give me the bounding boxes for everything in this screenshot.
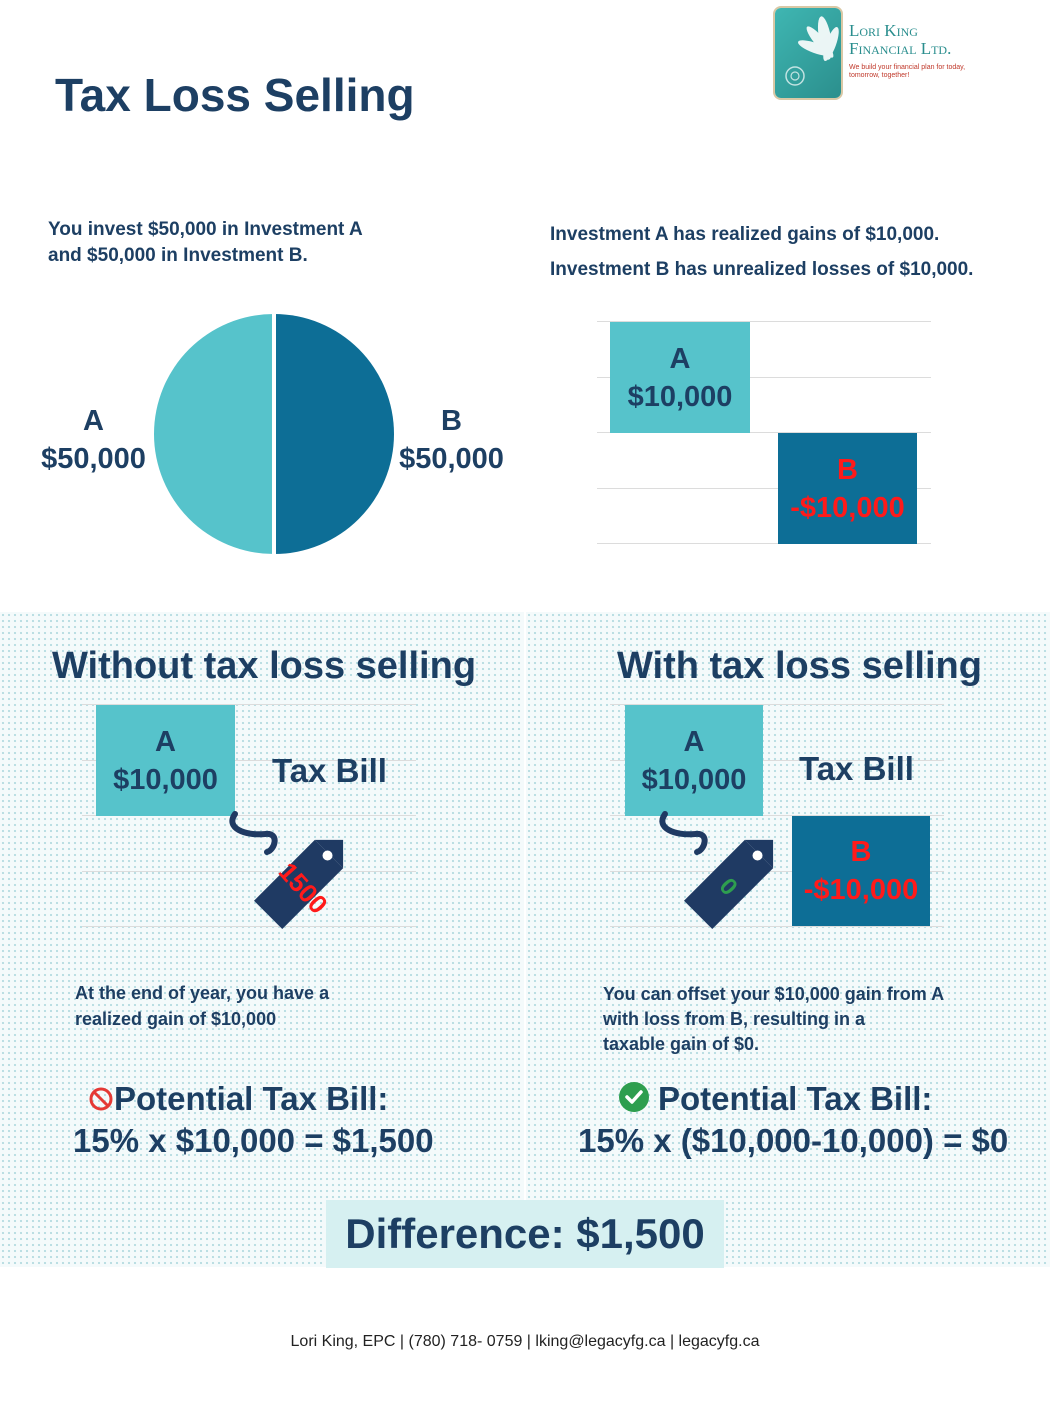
price-tag-icon: 1500: [229, 811, 344, 930]
with-bar-a-value: $10,000: [641, 763, 747, 796]
logo-name-line2: Financial Ltd.: [849, 39, 952, 58]
intro-right-line2: Investment B has unrealized losses of $1…: [550, 259, 974, 280]
bar-a-gain: A $10,000: [610, 322, 750, 433]
gridline: [82, 871, 416, 872]
with-bar-b-value: -$10,000: [803, 874, 919, 906]
without-potential-row: Potential Tax Bill:: [88, 1078, 388, 1120]
gridline: [82, 926, 416, 927]
gridline: [597, 432, 931, 433]
gridline: [597, 321, 931, 322]
pie-label-a-value: $50,000: [41, 443, 146, 475]
with-description-line3: taxable gain of $0.: [603, 1034, 760, 1054]
logo-tagline: We build your financial plan for today, …: [849, 64, 966, 79]
without-formula: 15% x $10,000 = $1,500: [73, 1122, 434, 1159]
pie-label-a-letter: A: [83, 405, 104, 437]
with-bar-a-letter: A: [683, 725, 705, 758]
without-description: At the end of year, you have a realized …: [75, 980, 329, 1032]
gridline: [82, 815, 416, 816]
pie-label-b-value: $50,000: [399, 443, 504, 475]
pie-slice-a: [154, 314, 274, 554]
with-chart: A $10,000 B -$10,000: [610, 704, 944, 928]
gridline: [82, 704, 416, 705]
pie-label-b-letter: B: [441, 405, 462, 437]
price-tag-icon: 0: [659, 811, 774, 930]
with-tax-bill-label: Tax Bill: [799, 750, 914, 787]
intro-right-line1: Investment A has realized gains of $10,0…: [550, 224, 940, 245]
without-potential-label: Potential Tax Bill:: [114, 1080, 389, 1117]
without-tax-bill-label: Tax Bill: [272, 752, 387, 789]
gridline: [597, 543, 931, 544]
gridline: [610, 871, 944, 872]
intro-right: Investment A has realized gains of $10,0…: [550, 217, 973, 287]
gridline: [82, 760, 416, 761]
footer-contact: Lori King, EPC | (780) 718- 0759 | lking…: [290, 1333, 760, 1350]
without-bar-a: A $10,000: [96, 705, 235, 816]
intro-left-line2: and $50,000 in Investment B.: [48, 245, 308, 266]
bar-b-value: -$10,000: [790, 491, 905, 524]
with-description-line2: with loss from B, resulting in a: [603, 1009, 866, 1029]
prohibited-icon: [89, 1087, 113, 1111]
bar-b-loss: B -$10,000: [778, 433, 917, 544]
without-bar-a-letter: A: [155, 725, 176, 758]
bar-a-letter: A: [669, 342, 691, 375]
pie-label-a: A $50,000: [36, 402, 151, 478]
gridline: [610, 926, 944, 927]
gridline: [610, 704, 944, 705]
without-heading: Without tax loss selling: [52, 645, 477, 687]
without-chart: A $10,000: [82, 704, 416, 928]
investment-pie-chart: [154, 314, 394, 554]
with-heading: With tax loss selling: [617, 645, 982, 687]
page-title: Tax Loss Selling: [55, 69, 415, 121]
with-bar-b: B -$10,000: [792, 816, 930, 926]
with-bar-b-letter: B: [850, 836, 872, 868]
with-description: You can offset your $10,000 gain from A …: [603, 982, 944, 1057]
gain-loss-chart: A $10,000 B -$10,000: [597, 321, 931, 545]
without-panel-bg: [0, 612, 524, 1267]
bar-b-letter: B: [837, 453, 858, 486]
bar-a-value: $10,000: [627, 380, 733, 413]
checkmark-icon: [619, 1082, 649, 1112]
pie-slice-b: [274, 314, 394, 554]
intro-left-line1: You invest $50,000 in Investment A: [48, 219, 363, 240]
gridline: [597, 377, 931, 378]
with-bar-a: A $10,000: [625, 705, 763, 816]
without-description-line2: realized gain of $10,000: [75, 1009, 277, 1029]
with-description-line1: You can offset your $10,000 gain from A: [603, 984, 945, 1004]
gridline: [597, 488, 931, 489]
with-formula: 15% x ($10,000-10,000) = $0: [578, 1122, 1009, 1159]
with-potential-row: Potential Tax Bill:: [618, 1078, 932, 1120]
logo-name-line1: Lori King: [849, 21, 918, 40]
with-potential-label: Potential Tax Bill:: [658, 1080, 933, 1117]
intro-left: You invest $50,000 in Investment A and $…: [48, 217, 363, 269]
pie-label-b: B $50,000: [394, 402, 509, 478]
logo-name: Lori King Financial Ltd.: [849, 22, 951, 58]
with-panel-bg: [526, 612, 1050, 1267]
company-logo: Lori King Financial Ltd. We build your f…: [775, 8, 975, 100]
flower-logo-icon: [775, 8, 841, 98]
difference-banner: Difference: $1,500: [326, 1200, 724, 1268]
without-description-line1: At the end of year, you have a: [75, 983, 330, 1003]
without-bar-a-value: $10,000: [113, 763, 218, 796]
gridline: [610, 815, 944, 816]
gridline: [610, 760, 944, 761]
